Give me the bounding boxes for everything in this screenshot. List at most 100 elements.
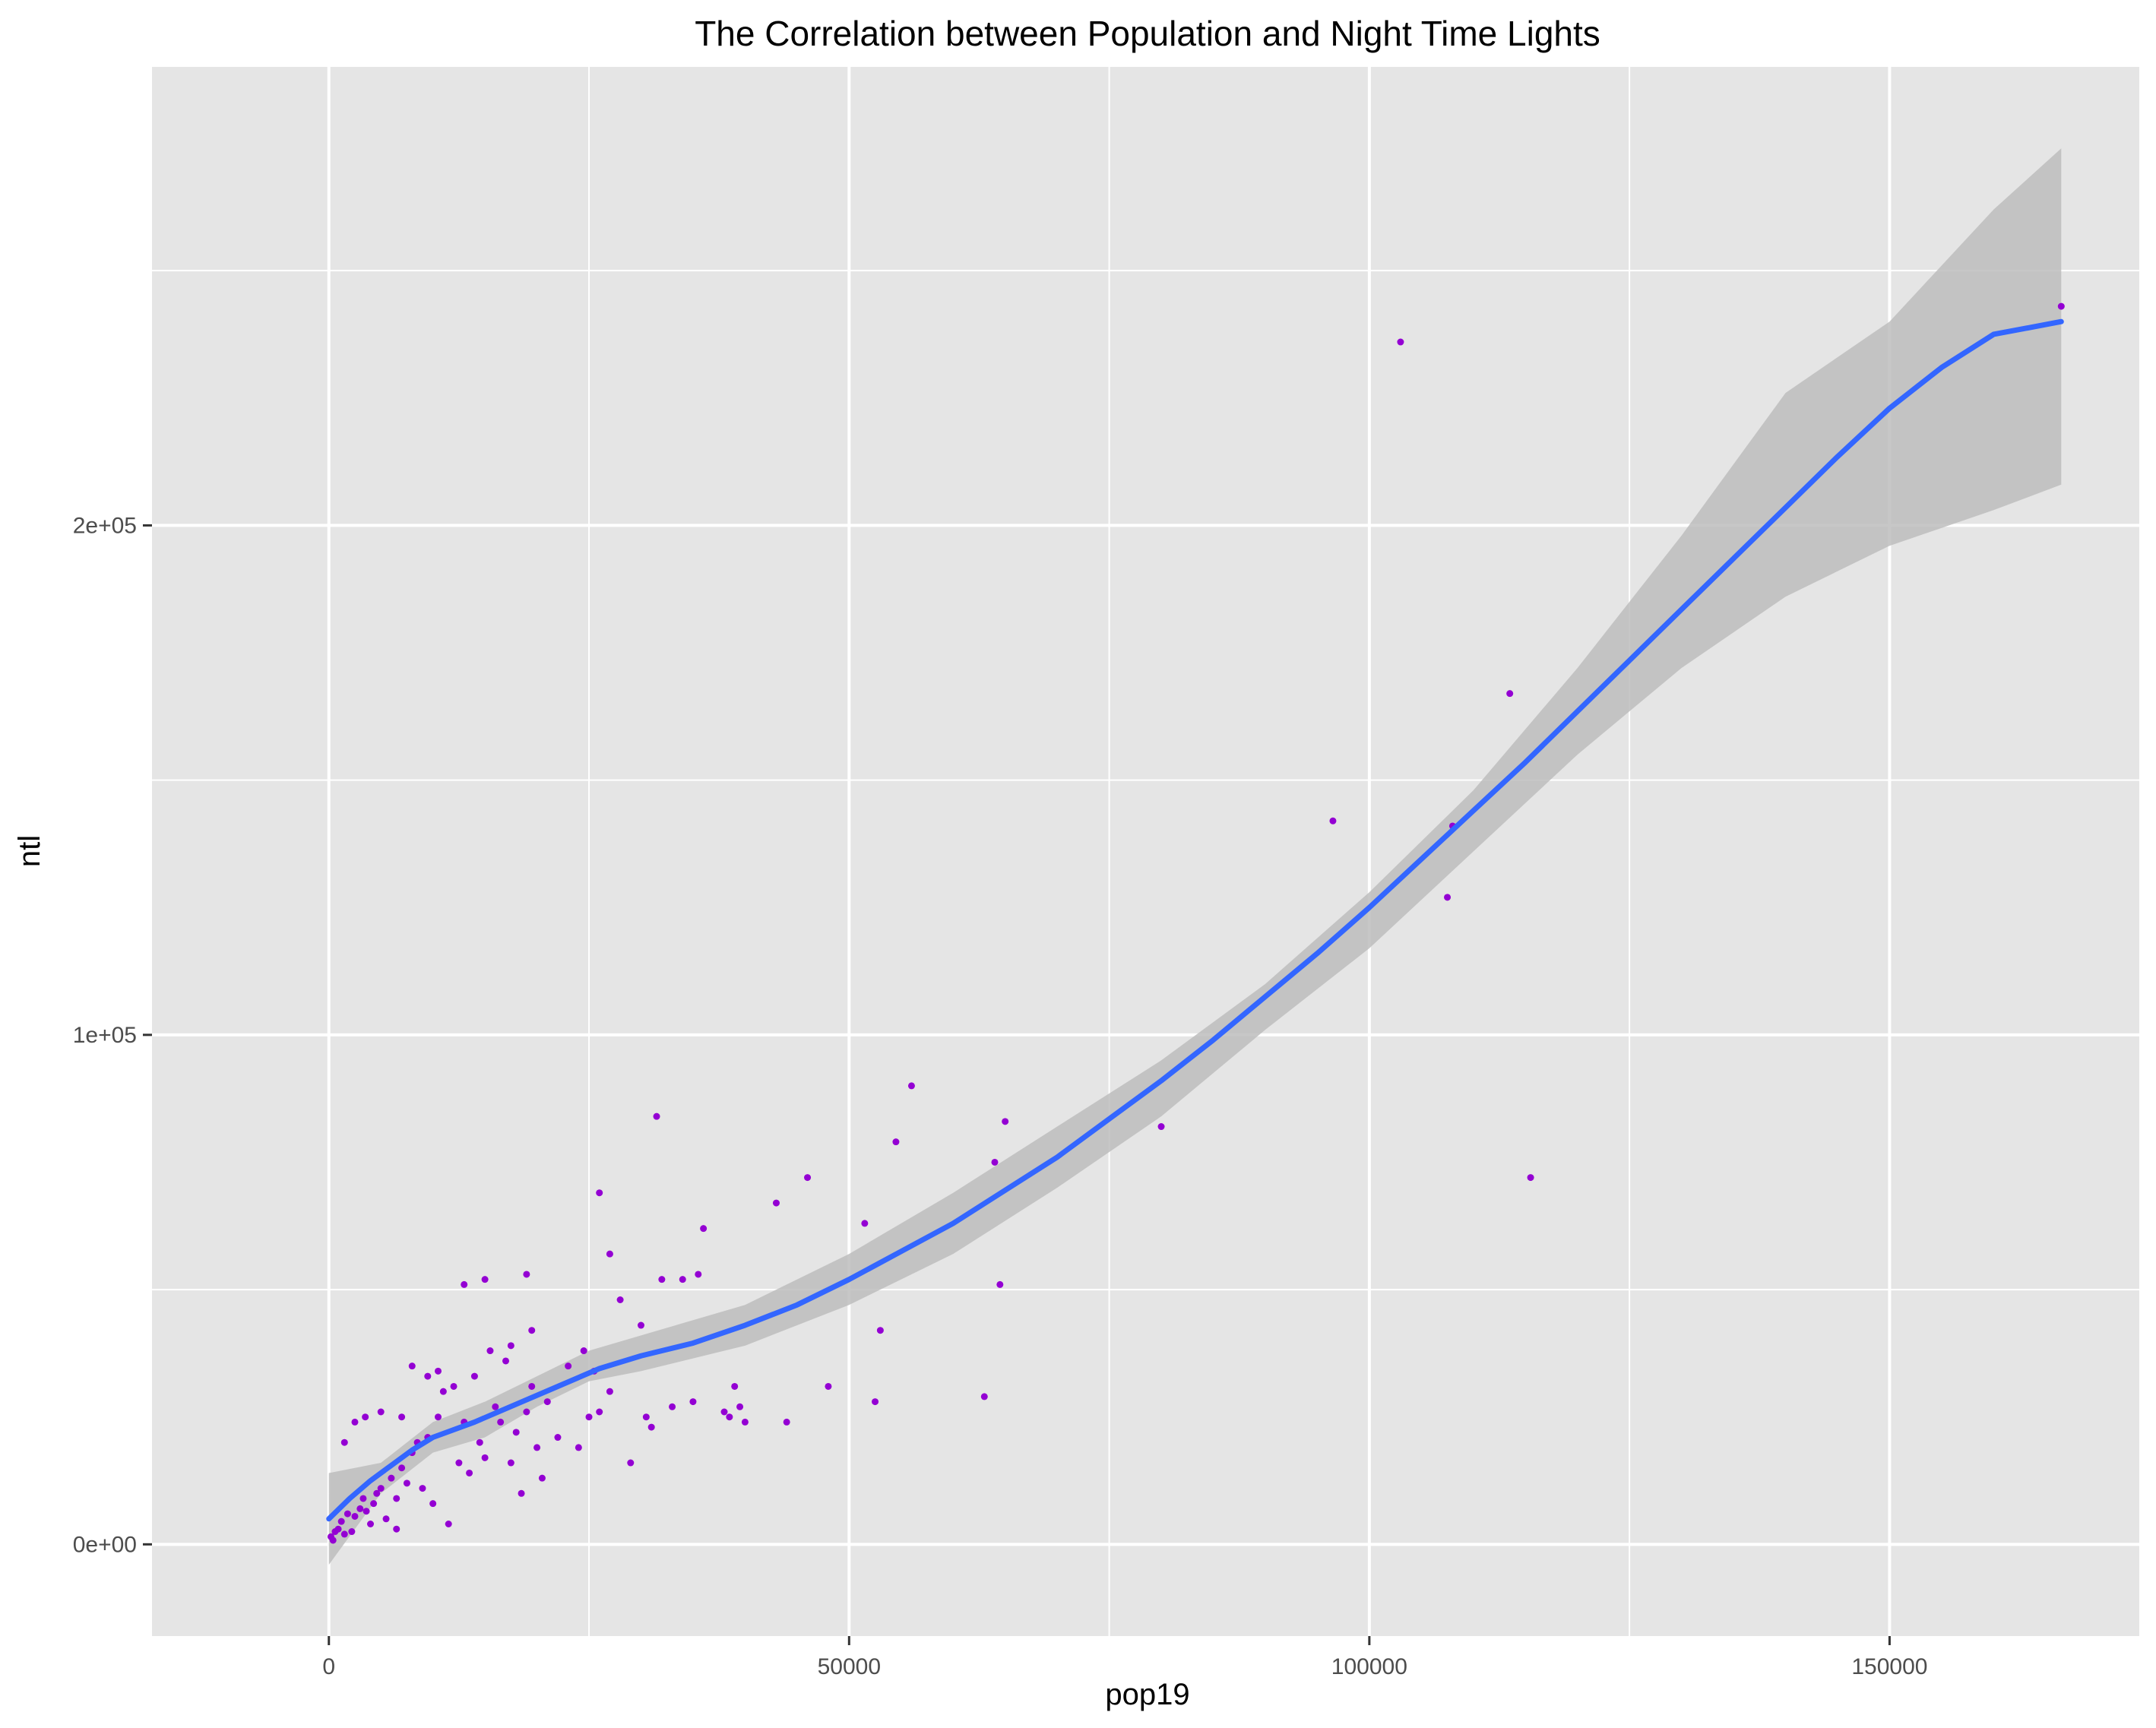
data-point — [461, 1280, 468, 1288]
data-point — [398, 1413, 406, 1421]
data-point — [554, 1434, 562, 1442]
data-point — [825, 1382, 832, 1390]
plot-panel — [152, 67, 2139, 1636]
data-point — [695, 1271, 702, 1278]
data-point — [439, 1388, 447, 1395]
data-point — [642, 1413, 650, 1421]
data-point — [470, 1372, 478, 1380]
data-point — [362, 1508, 370, 1515]
data-point — [523, 1271, 530, 1278]
data-point — [804, 1174, 812, 1182]
data-point — [2057, 302, 2065, 310]
data-point — [507, 1342, 514, 1350]
y-tick-label: 1e+05 — [73, 1023, 137, 1048]
data-point — [377, 1408, 385, 1416]
y-axis-title: ntl — [13, 835, 46, 867]
data-points — [327, 302, 2065, 1544]
data-point — [497, 1418, 505, 1426]
data-point — [720, 1408, 728, 1416]
data-point — [476, 1438, 483, 1446]
data-point — [337, 1518, 345, 1525]
data-point — [543, 1398, 551, 1406]
data-point — [538, 1474, 546, 1482]
x-tick-label: 50000 — [818, 1654, 881, 1679]
data-point — [700, 1225, 708, 1233]
y-tick-label: 0e+00 — [73, 1532, 137, 1557]
y-tick-label: 2e+05 — [73, 513, 137, 538]
data-point — [419, 1485, 426, 1492]
data-point — [351, 1418, 359, 1426]
data-point — [996, 1280, 1004, 1288]
data-point — [726, 1413, 733, 1421]
data-point — [772, 1199, 780, 1207]
data-point — [481, 1454, 489, 1461]
data-point — [435, 1367, 442, 1375]
chart-title: The Correlation between Population and N… — [695, 14, 1600, 53]
data-point — [872, 1398, 879, 1406]
data-point — [1157, 1123, 1165, 1131]
data-point — [455, 1459, 463, 1467]
data-point — [528, 1327, 536, 1334]
data-point — [351, 1512, 359, 1520]
x-tick-label: 100000 — [1331, 1654, 1407, 1679]
data-point — [741, 1418, 749, 1426]
data-point — [435, 1413, 442, 1421]
data-point — [861, 1220, 869, 1227]
data-point — [907, 1082, 915, 1090]
data-point — [393, 1495, 400, 1502]
data-point — [340, 1438, 348, 1446]
data-point — [348, 1528, 356, 1536]
data-point — [606, 1388, 613, 1395]
smooth-line — [326, 318, 2064, 1522]
x-tick-label: 150000 — [1851, 1654, 1927, 1679]
data-point — [1527, 1174, 1534, 1182]
data-point — [502, 1357, 509, 1365]
data-point — [492, 1403, 499, 1410]
data-point — [362, 1413, 369, 1421]
data-point — [334, 1525, 342, 1533]
data-point — [373, 1489, 381, 1497]
data-point — [606, 1250, 613, 1258]
data-point — [647, 1423, 655, 1431]
data-point — [575, 1444, 582, 1451]
data-point — [329, 1537, 337, 1544]
data-point — [403, 1480, 410, 1487]
y-axis-ticks: 0e+00 1e+05 2e+05 — [73, 513, 152, 1557]
data-point — [627, 1459, 635, 1467]
data-point — [528, 1382, 536, 1390]
data-point — [429, 1500, 437, 1508]
data-point — [991, 1158, 999, 1166]
data-point — [669, 1403, 676, 1410]
x-axis-title: pop19 — [1105, 1678, 1189, 1711]
data-point — [1329, 817, 1337, 824]
data-point — [523, 1408, 530, 1416]
data-point — [1397, 338, 1404, 346]
data-point — [466, 1469, 473, 1476]
data-point — [596, 1189, 603, 1197]
data-point — [1444, 894, 1452, 901]
data-point — [616, 1296, 624, 1303]
data-point — [689, 1398, 697, 1406]
data-point — [445, 1521, 452, 1527]
data-point — [370, 1500, 378, 1508]
data-point — [892, 1138, 900, 1146]
data-point — [408, 1362, 416, 1370]
smooth-line-group — [326, 318, 2064, 1522]
data-point — [344, 1510, 351, 1518]
data-point — [388, 1474, 395, 1482]
data-point — [356, 1505, 364, 1512]
data-point — [783, 1418, 790, 1426]
data-point — [876, 1327, 884, 1334]
data-point — [382, 1515, 390, 1523]
data-point — [1002, 1118, 1009, 1125]
data-point — [481, 1276, 489, 1283]
data-point — [340, 1530, 348, 1538]
data-point — [450, 1382, 457, 1390]
data-point — [585, 1413, 593, 1421]
x-tick-label: 0 — [322, 1654, 335, 1679]
data-point — [377, 1485, 385, 1492]
data-point — [565, 1362, 572, 1370]
data-point — [367, 1521, 375, 1527]
data-point — [580, 1347, 587, 1355]
data-point — [653, 1112, 660, 1120]
